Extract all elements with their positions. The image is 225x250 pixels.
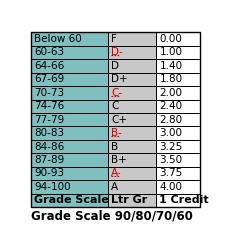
Text: D-: D- xyxy=(111,48,123,58)
Text: B-: B- xyxy=(111,128,122,138)
Text: 3.75: 3.75 xyxy=(159,168,182,178)
Text: 0.00: 0.00 xyxy=(159,34,182,44)
Bar xyxy=(108,167,156,180)
Text: 87-89: 87-89 xyxy=(34,155,64,165)
Bar xyxy=(156,59,199,73)
Text: C-: C- xyxy=(111,88,122,98)
Bar xyxy=(156,153,199,167)
Bar xyxy=(31,100,108,113)
Text: 90-93: 90-93 xyxy=(34,168,64,178)
Text: A-: A- xyxy=(111,168,122,178)
Text: 64-66: 64-66 xyxy=(34,61,64,71)
Text: 77-79: 77-79 xyxy=(34,115,64,125)
Bar xyxy=(31,140,108,153)
Text: 3.00: 3.00 xyxy=(159,128,182,138)
Text: A: A xyxy=(111,182,118,192)
Text: 2.40: 2.40 xyxy=(159,101,182,111)
Bar xyxy=(108,126,156,140)
Text: 1.80: 1.80 xyxy=(159,74,182,84)
Text: 3.25: 3.25 xyxy=(159,142,182,152)
Bar xyxy=(108,113,156,126)
Bar xyxy=(31,59,108,73)
Bar xyxy=(108,194,156,207)
Bar xyxy=(31,153,108,167)
Bar xyxy=(156,86,199,100)
Bar xyxy=(156,113,199,126)
Bar xyxy=(31,180,108,194)
Text: F: F xyxy=(111,34,117,44)
Bar xyxy=(31,73,108,86)
Bar xyxy=(156,126,199,140)
Text: 84-86: 84-86 xyxy=(34,142,64,152)
Text: Below 60: Below 60 xyxy=(34,34,82,44)
Text: Grade Scale: Grade Scale xyxy=(34,196,109,205)
Bar xyxy=(156,100,199,113)
Text: 80-83: 80-83 xyxy=(34,128,64,138)
Text: C: C xyxy=(111,101,118,111)
Text: D: D xyxy=(111,61,119,71)
Bar xyxy=(108,86,156,100)
Text: 94-100: 94-100 xyxy=(34,182,71,192)
Text: 1.00: 1.00 xyxy=(159,48,182,58)
Text: 2.00: 2.00 xyxy=(159,88,182,98)
Text: 4.00: 4.00 xyxy=(159,182,182,192)
Bar xyxy=(156,46,199,59)
Bar xyxy=(156,32,199,46)
Bar xyxy=(31,46,108,59)
Text: 67-69: 67-69 xyxy=(34,74,64,84)
Bar xyxy=(156,140,199,153)
Bar xyxy=(156,180,199,194)
Text: 70-73: 70-73 xyxy=(34,88,64,98)
Text: 2.80: 2.80 xyxy=(159,115,182,125)
Text: 74-76: 74-76 xyxy=(34,101,64,111)
Bar xyxy=(108,46,156,59)
Text: 3.50: 3.50 xyxy=(159,155,182,165)
Text: 60-63: 60-63 xyxy=(34,48,64,58)
Text: C+: C+ xyxy=(111,115,127,125)
Text: B: B xyxy=(111,142,118,152)
Bar xyxy=(31,113,108,126)
Text: B+: B+ xyxy=(111,155,126,165)
Text: 1.40: 1.40 xyxy=(159,61,182,71)
Bar xyxy=(108,59,156,73)
Text: Grade Scale 90/80/70/60: Grade Scale 90/80/70/60 xyxy=(31,209,192,222)
Bar xyxy=(156,73,199,86)
Bar xyxy=(31,167,108,180)
Bar xyxy=(108,140,156,153)
Bar xyxy=(156,167,199,180)
Bar xyxy=(108,180,156,194)
Bar xyxy=(31,86,108,100)
Bar xyxy=(31,126,108,140)
Text: D+: D+ xyxy=(111,74,127,84)
Text: 1 Credit: 1 Credit xyxy=(159,196,208,205)
Bar xyxy=(108,153,156,167)
Bar xyxy=(31,194,108,207)
Bar xyxy=(108,100,156,113)
Bar xyxy=(108,73,156,86)
Text: Ltr Gr: Ltr Gr xyxy=(111,196,147,205)
Bar xyxy=(156,194,199,207)
Bar xyxy=(31,32,108,46)
Bar xyxy=(108,32,156,46)
